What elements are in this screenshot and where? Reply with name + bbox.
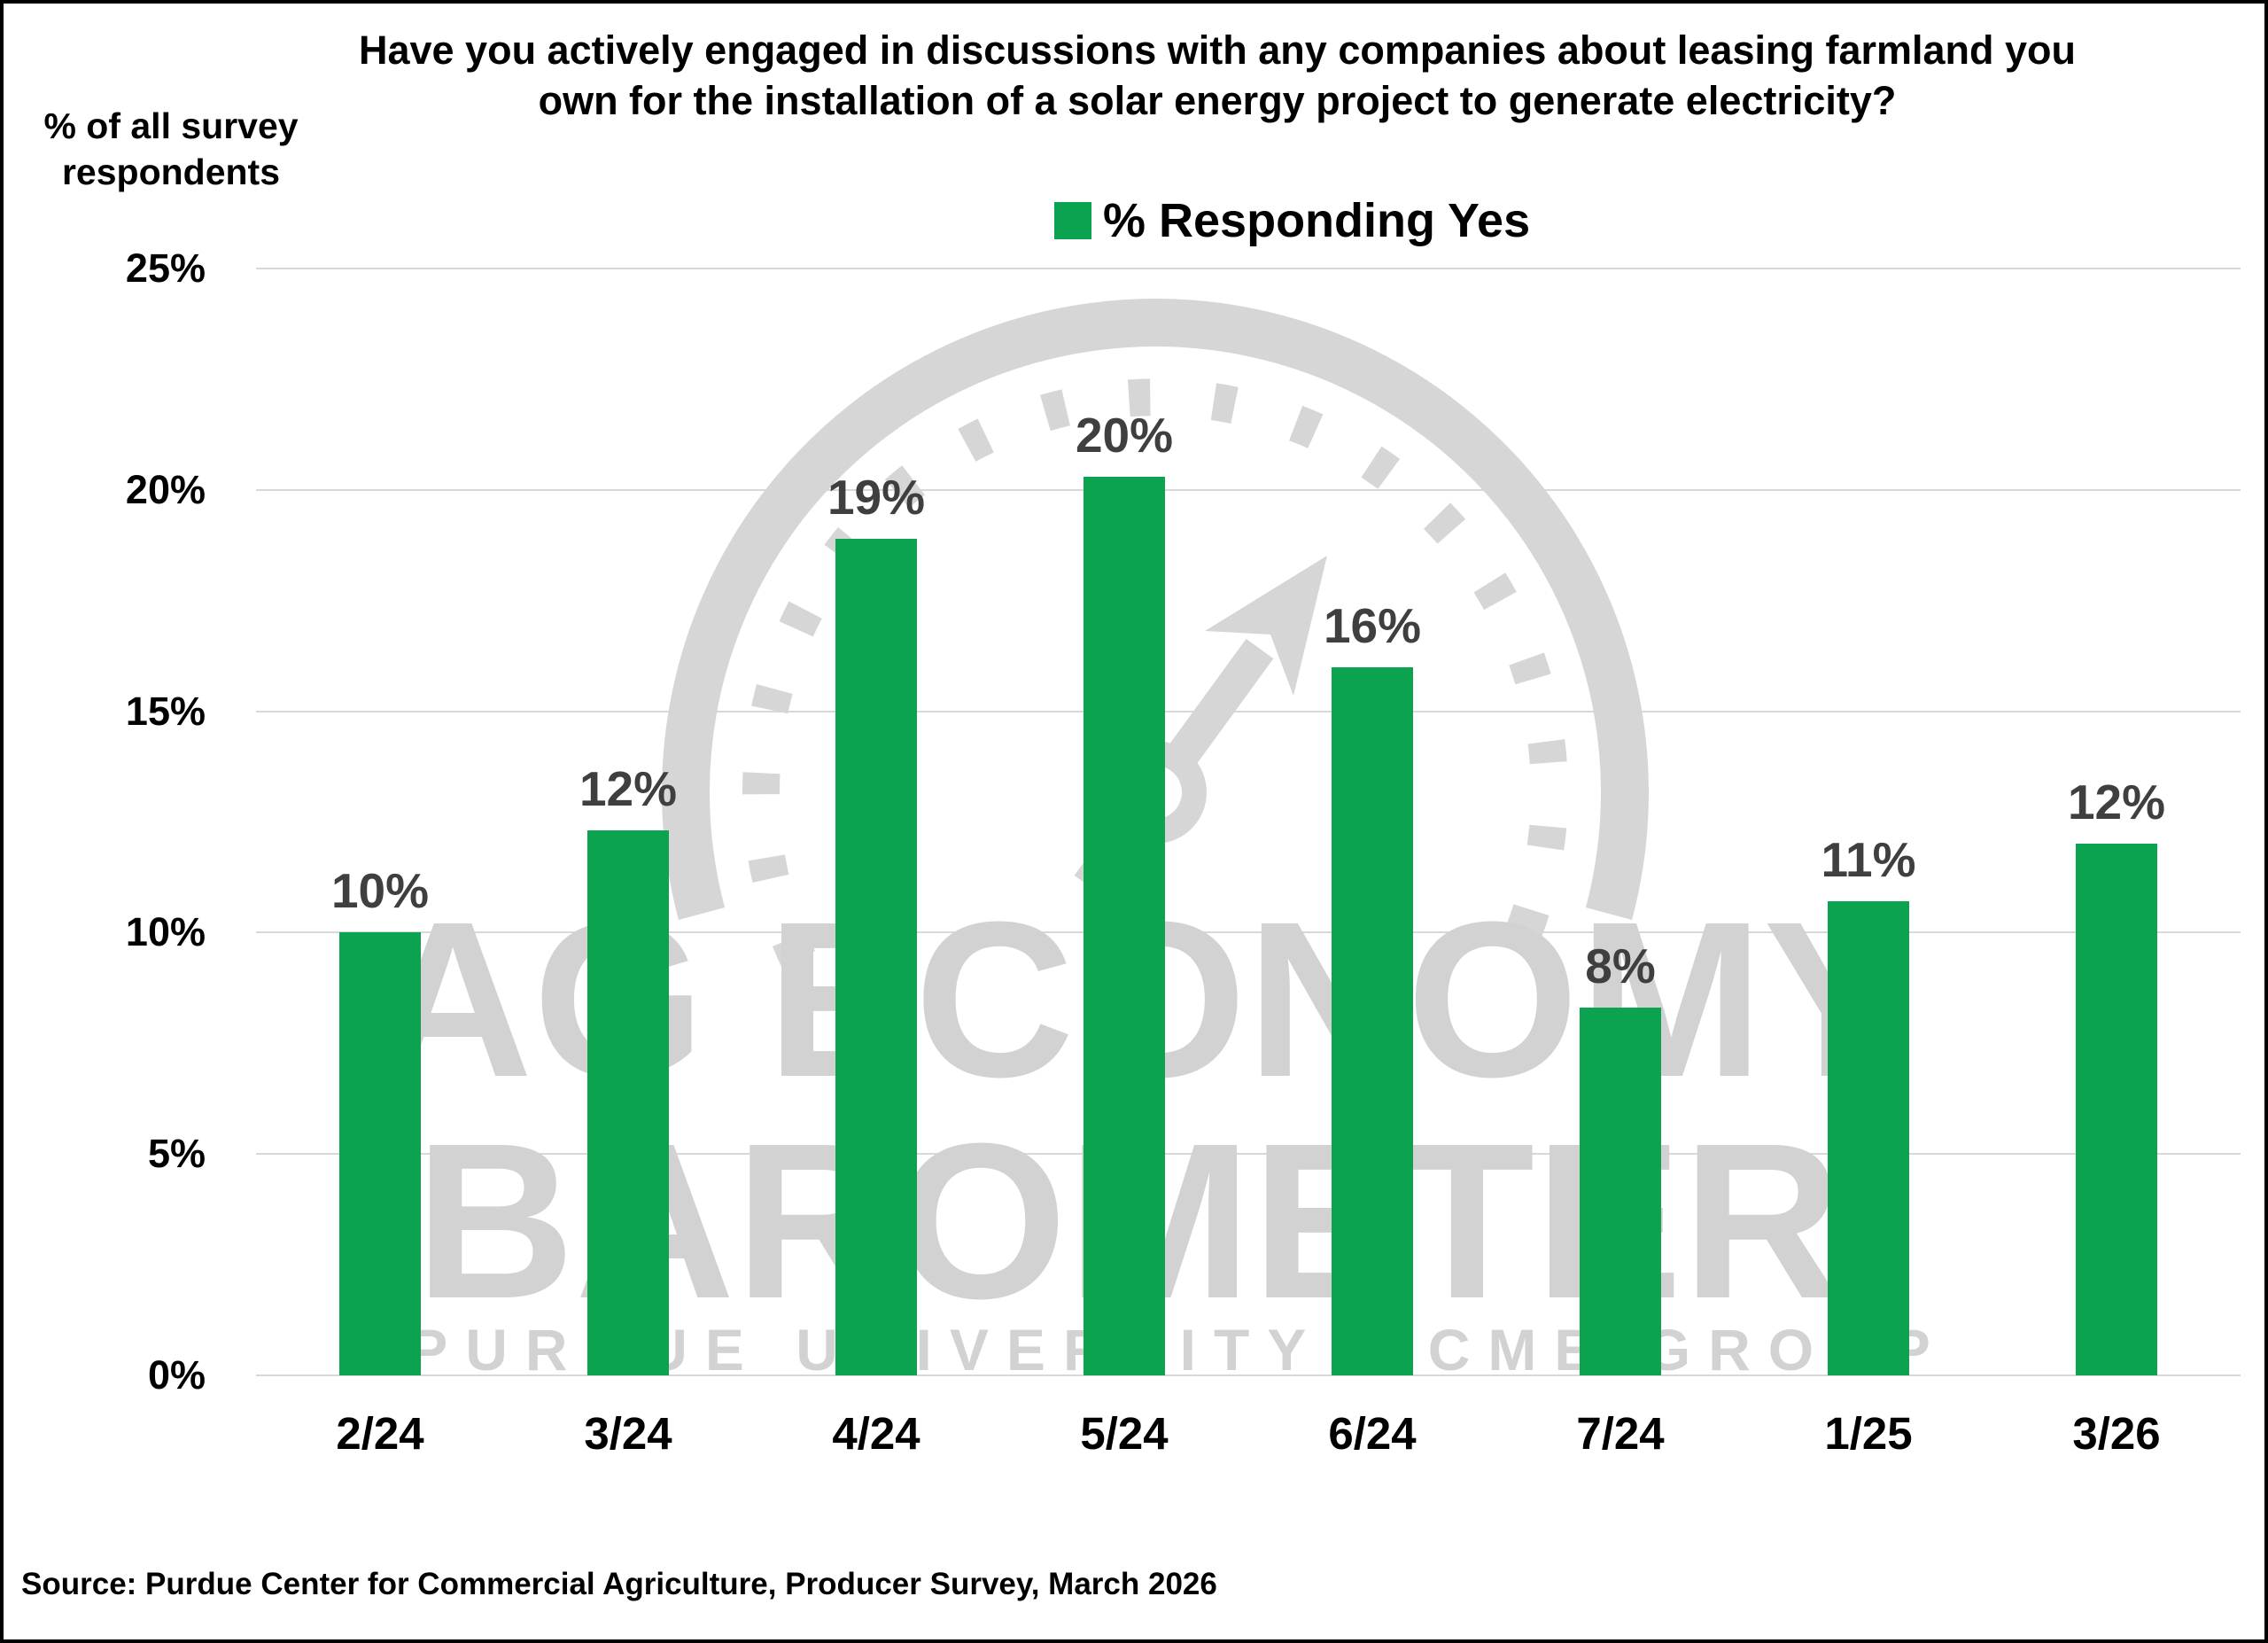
x-tick-label: 3/24 [584,1408,672,1459]
gridline [256,710,2241,712]
bar-2/24 [339,932,421,1375]
chart-title-line-1: Have you actively engaged in discussions… [358,27,2077,73]
y-tick-label: 15% [125,688,206,734]
bar-value-label: 12% [579,761,678,817]
y-axis-title-line-2: respondents [61,152,281,192]
gauge-needle-shaft-icon [1141,638,1274,803]
gridline [256,268,2241,269]
y-axis-title: % of all survey respondents [16,103,326,195]
bar-value-label: 19% [827,469,926,525]
bar-7/24 [1580,1008,1661,1375]
x-tick-label: 6/24 [1328,1408,1417,1459]
gridline [256,488,2241,491]
y-tick-label: 20% [125,466,206,512]
legend-swatch [1054,202,1091,239]
gridline [256,1374,2241,1376]
y-tick-label: 10% [125,909,206,955]
bar-value-label: 16% [1323,597,1422,653]
bar-value-label: 12% [2067,775,2166,830]
y-tick-label: 5% [147,1131,206,1177]
bar-1/25 [1828,901,1909,1375]
y-tick-label: 0% [147,1352,206,1398]
bar-value-label: 8% [1585,938,1656,994]
x-tick-label: 2/24 [336,1408,424,1459]
chart-title: Have you actively engaged in discussions… [260,25,2174,126]
bar-6/24 [1332,666,1413,1375]
x-tick-label: 5/24 [1080,1408,1169,1459]
x-tick-label: 1/25 [1824,1408,1913,1459]
bar-value-label: 11% [1821,832,1916,888]
source-note: Source: Purdue Center for Commercial Agr… [21,1567,1217,1601]
bar-5/24 [1084,476,1165,1375]
legend: % Responding Yes [1054,193,1530,248]
bar-value-label: 20% [1075,407,1174,463]
bar-4/24 [835,538,917,1375]
y-tick-label: 25% [125,245,206,291]
chart-title-line-2: own for the installation of a solar ener… [538,78,1897,123]
y-axis-title-line-1: % of all survey [43,105,299,146]
bar-3/24 [587,830,669,1375]
legend-label: % Responding Yes [1103,194,1531,247]
x-tick-label: 7/24 [1576,1408,1665,1459]
gridline [256,931,2241,934]
gridline [256,1153,2241,1156]
x-tick-label: 4/24 [832,1408,920,1459]
bar-3/26 [2076,844,2157,1375]
x-tick-label: 3/26 [2072,1408,2161,1459]
bar-value-label: 10% [330,863,430,919]
